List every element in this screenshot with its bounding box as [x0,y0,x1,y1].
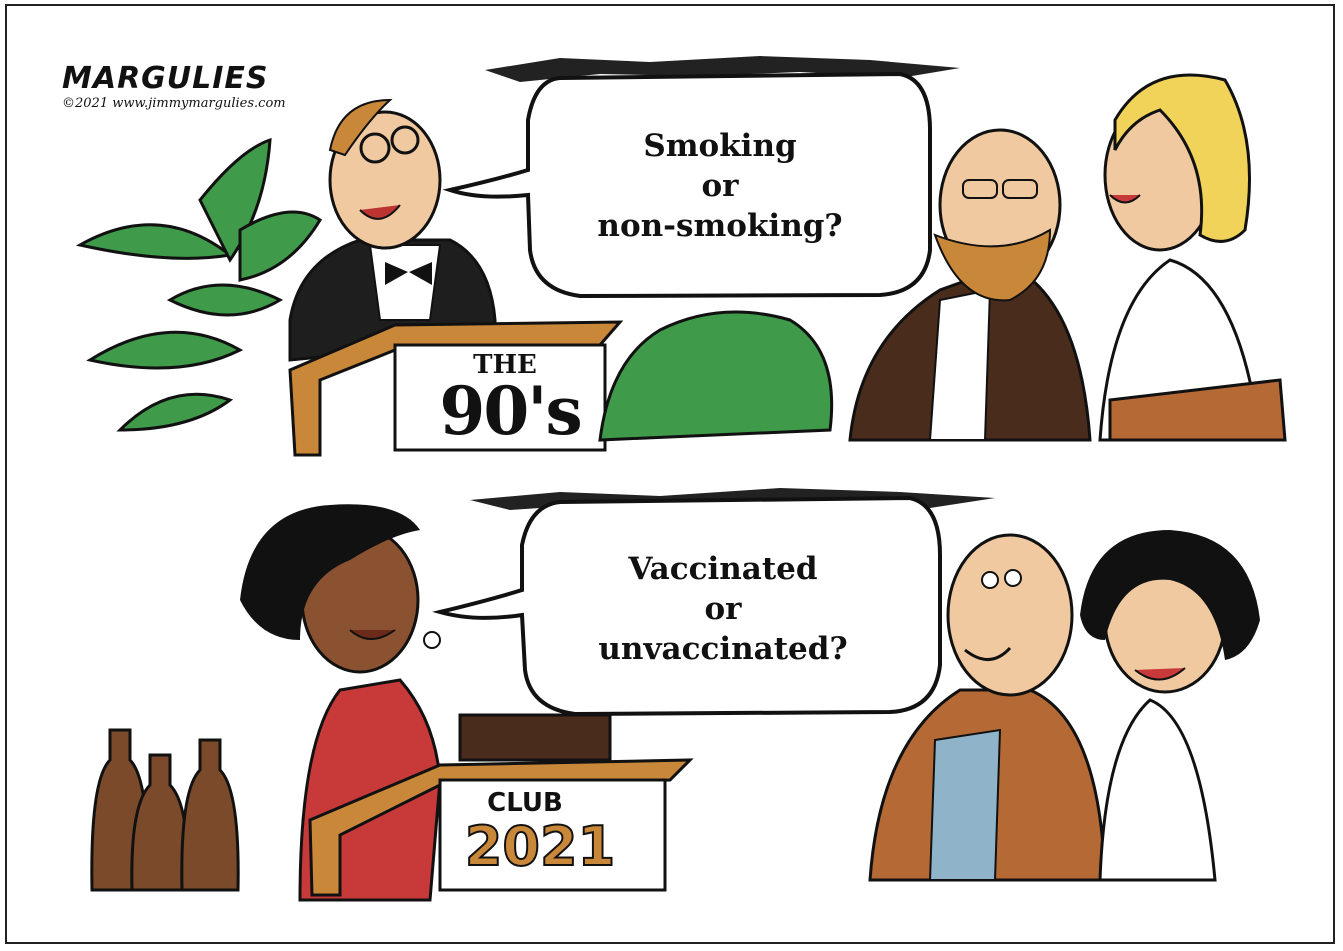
sign-bottom-big: 2021 [464,814,616,879]
earring-icon [423,631,441,649]
host-2021-hair [240,504,420,640]
man-2021-head [946,533,1074,697]
bottom-panel [90,488,1260,902]
speech-line: unvaccinated? [598,631,848,667]
speech-line: non-smoking? [597,208,843,244]
host-90s-head [328,110,442,250]
top-panel [75,56,1287,457]
middle-bush [598,310,834,442]
speech-text-bottom: Vaccinated or unvaccinated? [548,549,898,669]
woman-90s-hair [1113,73,1251,243]
man-2021-shirt [928,728,1002,881]
speech-line: Vaccinated [628,551,818,587]
woman-2021-hair [1080,530,1260,660]
left-plant [75,137,323,432]
signature-name: MARGULIES [62,61,269,96]
ceiling-foliage-top [485,56,960,82]
speech-text-top: Smoking or non-smoking? [550,126,890,246]
sign-bottom-small: CLUB [487,788,563,818]
podium-2021-sign [438,778,667,892]
speech-bubble-top [442,71,932,299]
bow-tie-icon [385,262,432,285]
speech-bubble-bottom [432,495,942,717]
speech-line: Smoking [643,128,797,164]
signature-url: ©2021 www.jimmymargulies.com [62,96,286,111]
man-90s-beard [933,228,1052,302]
sign-top-small: THE [473,350,537,380]
artist-signature: MARGULIES ©2021 www.jimmymargulies.com [62,61,286,112]
bottles-icon [90,728,240,892]
podium-90s-sign [393,343,607,452]
glasses-icon [359,132,391,164]
reservation-book [458,713,612,762]
host-90s-hair [328,98,393,157]
woman-2021-body [1098,698,1217,882]
sign-top-big: 90's [439,372,582,450]
speech-line: or [701,168,739,204]
woman-90s-bag [1108,378,1287,442]
speech-line: or [704,591,742,627]
